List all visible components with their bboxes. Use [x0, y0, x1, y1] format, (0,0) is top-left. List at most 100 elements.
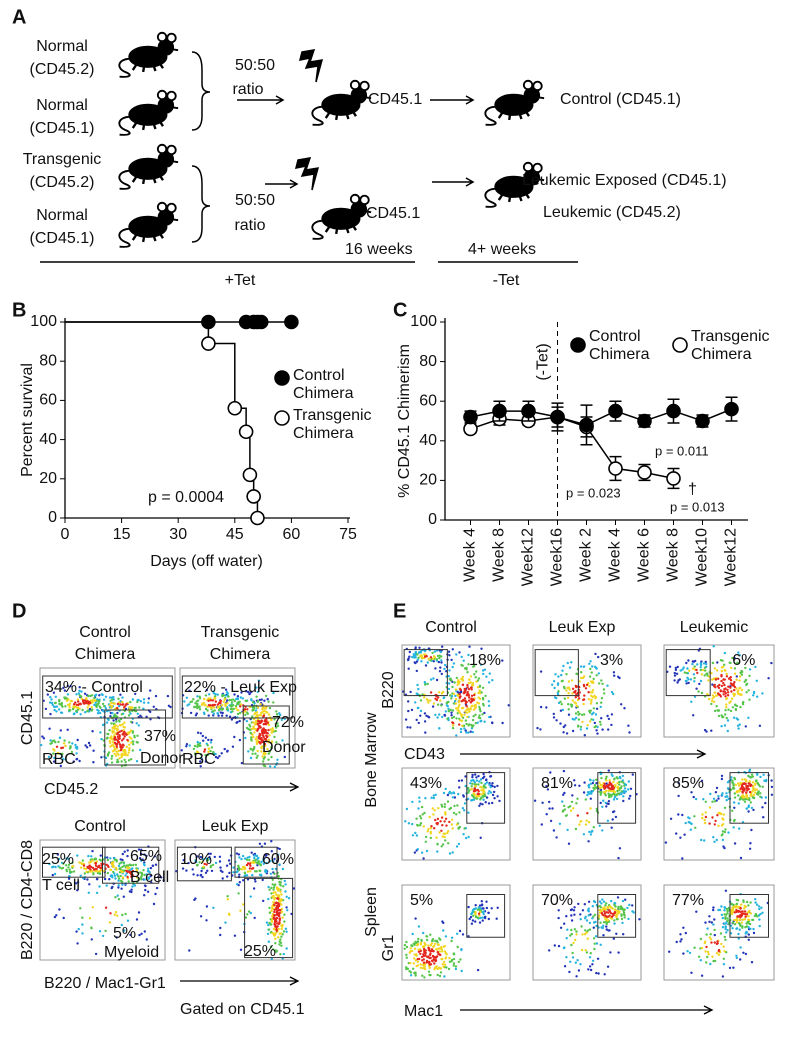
event-dot: [677, 813, 680, 816]
event-dot: [50, 701, 54, 705]
event-dot: [275, 916, 279, 920]
event-dot: [249, 870, 252, 873]
event-dot: [275, 928, 278, 931]
event-dot: [607, 728, 610, 731]
event-dot: [740, 688, 744, 692]
event-dot: [213, 703, 217, 707]
event-dot: [468, 723, 471, 726]
event-dot: [203, 697, 206, 701]
event-dot: [414, 656, 417, 659]
event-dot: [463, 827, 466, 830]
plot-title: Transgenic: [201, 624, 280, 641]
event-dot: [187, 703, 191, 706]
event-dot: [88, 744, 92, 747]
outcome-label: Control (CD45.1): [560, 91, 681, 108]
event-dot: [459, 730, 463, 734]
event-dot: [196, 745, 199, 748]
event-dot: [121, 858, 124, 862]
event-dot: [91, 730, 94, 733]
event-dot: [754, 898, 757, 901]
event-dot: [451, 685, 454, 689]
event-dot: [700, 974, 704, 977]
event-dot: [749, 912, 753, 915]
event-dot: [714, 791, 718, 794]
event-dot: [619, 907, 622, 911]
event-dot: [212, 712, 216, 715]
event-dot: [233, 735, 236, 739]
event-dot: [124, 874, 127, 877]
event-dot: [275, 920, 278, 923]
event-dot: [744, 725, 747, 728]
event-dot: [242, 903, 245, 906]
event-dot: [726, 719, 730, 722]
event-dot: [731, 779, 734, 782]
y-tick-label: 0: [428, 511, 437, 528]
event-dot: [149, 866, 153, 870]
event-dot: [548, 807, 551, 810]
event-dot: [696, 671, 699, 675]
event-dot: [563, 946, 566, 949]
event-dot: [273, 765, 276, 769]
event-dot: [454, 967, 458, 971]
event-dot: [627, 917, 630, 921]
event-dot: [707, 679, 710, 682]
event-dot: [80, 695, 83, 698]
event-dot: [741, 778, 744, 781]
event-dot: [480, 647, 483, 650]
event-dot: [230, 701, 234, 704]
event-dot: [254, 686, 258, 689]
event-dot: [569, 934, 572, 937]
event-dot: [482, 672, 485, 676]
event-dot: [463, 713, 466, 716]
event-dot: [592, 915, 595, 918]
event-dot: [118, 737, 121, 740]
event-dot: [487, 681, 491, 684]
event-dot: [193, 752, 197, 755]
event-dot: [117, 898, 121, 901]
event-dot: [145, 938, 148, 941]
event-dot: [600, 697, 604, 700]
event-dot: [471, 730, 474, 734]
event-dot: [419, 824, 422, 827]
event-dot: [706, 927, 709, 930]
event-dot: [545, 706, 548, 709]
event-dot: [456, 932, 459, 935]
event-dot: [204, 736, 207, 739]
event-dot: [153, 855, 156, 858]
event-dot: [693, 946, 696, 949]
event-dot: [475, 779, 479, 782]
event-dot: [130, 875, 133, 878]
event-dot: [715, 952, 719, 955]
event-dot: [245, 874, 249, 877]
event-dot: [576, 797, 579, 800]
event-dot: [255, 854, 258, 858]
event-dot: [76, 942, 79, 945]
event-dot: [726, 917, 729, 920]
event-dot: [244, 736, 247, 740]
event-dot: [75, 752, 78, 755]
event-dot: [268, 734, 271, 737]
event-dot: [436, 950, 439, 954]
event-dot: [712, 645, 715, 648]
event-dot: [113, 913, 117, 916]
event-dot: [553, 686, 556, 690]
event-dot: [691, 662, 694, 666]
event-dot: [113, 727, 116, 730]
event-dot: [417, 807, 420, 810]
event-dot: [137, 848, 141, 851]
event-dot: [726, 912, 729, 915]
data-point: [238, 424, 254, 440]
event-dot: [106, 864, 110, 867]
event-dot: [738, 827, 741, 830]
event-dot: [426, 682, 429, 686]
event-dot: [574, 689, 577, 693]
event-dot: [272, 894, 275, 898]
event-dot: [278, 940, 281, 943]
event-dot: [473, 673, 476, 676]
event-dot: [68, 747, 72, 750]
event-dot: [455, 813, 458, 816]
event-dot: [720, 793, 724, 797]
event-dot: [612, 786, 615, 789]
event-dot: [270, 923, 273, 926]
event-dot: [562, 769, 566, 773]
